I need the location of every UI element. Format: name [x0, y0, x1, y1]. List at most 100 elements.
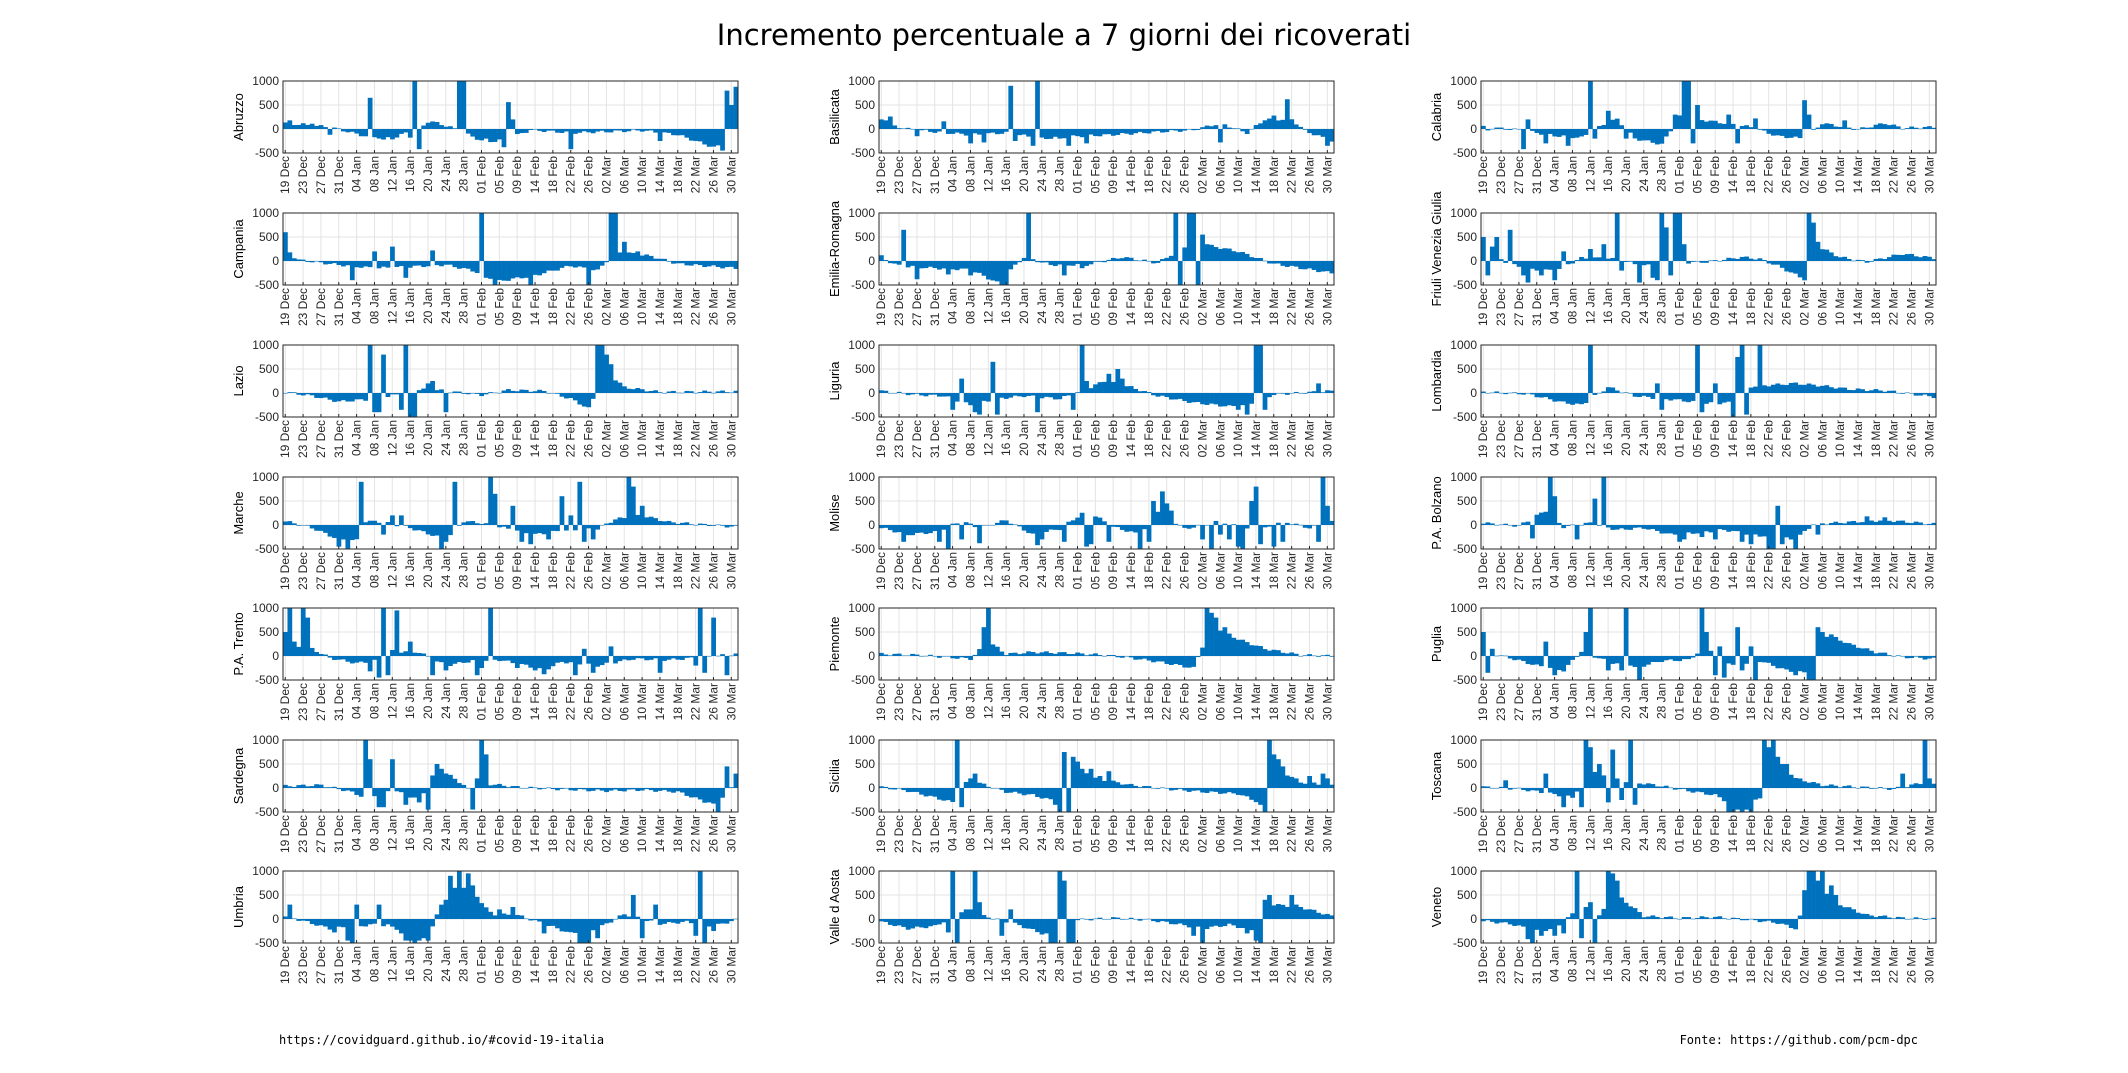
- x-tick-label: 12 Jan: [1583, 683, 1597, 719]
- x-tick-label: 08 Jan: [1565, 815, 1579, 851]
- bar: [1623, 902, 1629, 919]
- x-tick-label: 02 Mar: [1195, 683, 1209, 720]
- bar: [461, 261, 467, 269]
- bar: [1142, 525, 1147, 530]
- y-tick-label: 0: [1470, 649, 1477, 663]
- bar: [1226, 525, 1232, 540]
- x-tick-label: 16 Jan: [1601, 420, 1615, 456]
- bar: [1284, 522, 1290, 525]
- region-label: Sicilia: [827, 758, 842, 793]
- x-tick-label: 18 Feb: [1744, 946, 1758, 984]
- bar: [1142, 390, 1147, 393]
- bar: [1748, 646, 1754, 656]
- bar: [581, 919, 587, 943]
- bar: [1547, 129, 1553, 134]
- x-tick-label: 22 Mar: [689, 420, 703, 457]
- bar: [461, 887, 467, 919]
- x-tick-label: 04 Jan: [350, 815, 364, 851]
- bar: [910, 129, 915, 130]
- bar: [1891, 788, 1897, 789]
- y-tick-label: 1000: [1450, 733, 1477, 747]
- bar: [1048, 919, 1054, 943]
- bar: [1489, 246, 1495, 261]
- bar: [1097, 655, 1103, 656]
- bar: [1690, 788, 1696, 793]
- bar: [1124, 129, 1130, 134]
- bar: [479, 740, 485, 788]
- bar: [372, 919, 377, 924]
- bar: [1592, 656, 1598, 658]
- bar: [390, 650, 395, 656]
- bar: [1128, 257, 1134, 261]
- bar: [1489, 523, 1495, 525]
- bar: [724, 392, 730, 393]
- x-tick-label: 27 Dec: [910, 288, 924, 326]
- bar: [300, 393, 306, 396]
- bar: [928, 393, 933, 395]
- x-tick-label: 30 Mar: [1320, 156, 1334, 193]
- bar: [1039, 525, 1045, 540]
- bar: [1672, 918, 1678, 919]
- bar: [1547, 477, 1553, 525]
- bar: [1530, 261, 1535, 269]
- x-tick-label: 27 Dec: [314, 288, 328, 326]
- bar: [1231, 251, 1237, 261]
- bar: [1762, 385, 1767, 393]
- bar: [434, 121, 440, 129]
- bar: [1748, 525, 1754, 545]
- bar: [928, 129, 933, 132]
- y-tick-label: -500: [851, 805, 875, 819]
- bar: [1873, 788, 1879, 789]
- x-tick-label: 18 Feb: [1744, 683, 1758, 721]
- bar: [1017, 525, 1023, 527]
- bar: [358, 129, 364, 137]
- bar: [1173, 213, 1179, 261]
- bar: [1864, 786, 1870, 788]
- x-tick-label: 22 Feb: [1762, 946, 1776, 984]
- bar: [510, 261, 516, 279]
- bar: [1565, 656, 1571, 665]
- x-tick-label: 27 Dec: [910, 156, 924, 194]
- bar: [1770, 919, 1776, 923]
- bar: [1044, 393, 1049, 397]
- x-tick-label: 18 Mar: [671, 156, 685, 193]
- bar: [1298, 126, 1304, 129]
- bar: [711, 525, 716, 526]
- axes-box: [282, 739, 739, 813]
- x-tick-label: 04 Jan: [350, 288, 364, 324]
- bar: [1601, 908, 1607, 919]
- bar: [1066, 261, 1072, 266]
- bar: [345, 919, 351, 941]
- bar: [291, 641, 297, 656]
- bar: [1021, 653, 1027, 656]
- bar: [1119, 129, 1125, 134]
- bar: [1026, 393, 1031, 396]
- bar: [1579, 129, 1584, 137]
- bar: [675, 919, 681, 924]
- bar: [1008, 652, 1014, 656]
- bar: [430, 121, 435, 129]
- bar: [622, 386, 627, 393]
- footer-website[interactable]: https://covidguard.github.io/#covid-19-i…: [279, 1033, 605, 1047]
- bar: [1762, 129, 1767, 131]
- bar: [1547, 656, 1553, 668]
- bar: [1481, 919, 1486, 922]
- bar: [456, 391, 462, 393]
- bar: [1119, 525, 1125, 530]
- bar: [1730, 656, 1736, 665]
- x-tick-label: 24 Jan: [1035, 420, 1049, 456]
- bar: [372, 788, 377, 797]
- axes-box: [1480, 476, 1937, 550]
- bar: [1106, 525, 1112, 542]
- x-tick-label: 08 Jan: [1565, 946, 1579, 982]
- bar: [1909, 523, 1914, 525]
- x-tick-label: 16 Jan: [403, 683, 417, 719]
- bar: [1650, 393, 1656, 399]
- bar: [1779, 261, 1785, 268]
- bar: [1873, 258, 1879, 261]
- x-tick-label: 26 Feb: [582, 815, 596, 853]
- bar: [1507, 392, 1513, 394]
- bar: [1561, 656, 1567, 672]
- bar: [1151, 656, 1156, 663]
- bar: [394, 610, 400, 656]
